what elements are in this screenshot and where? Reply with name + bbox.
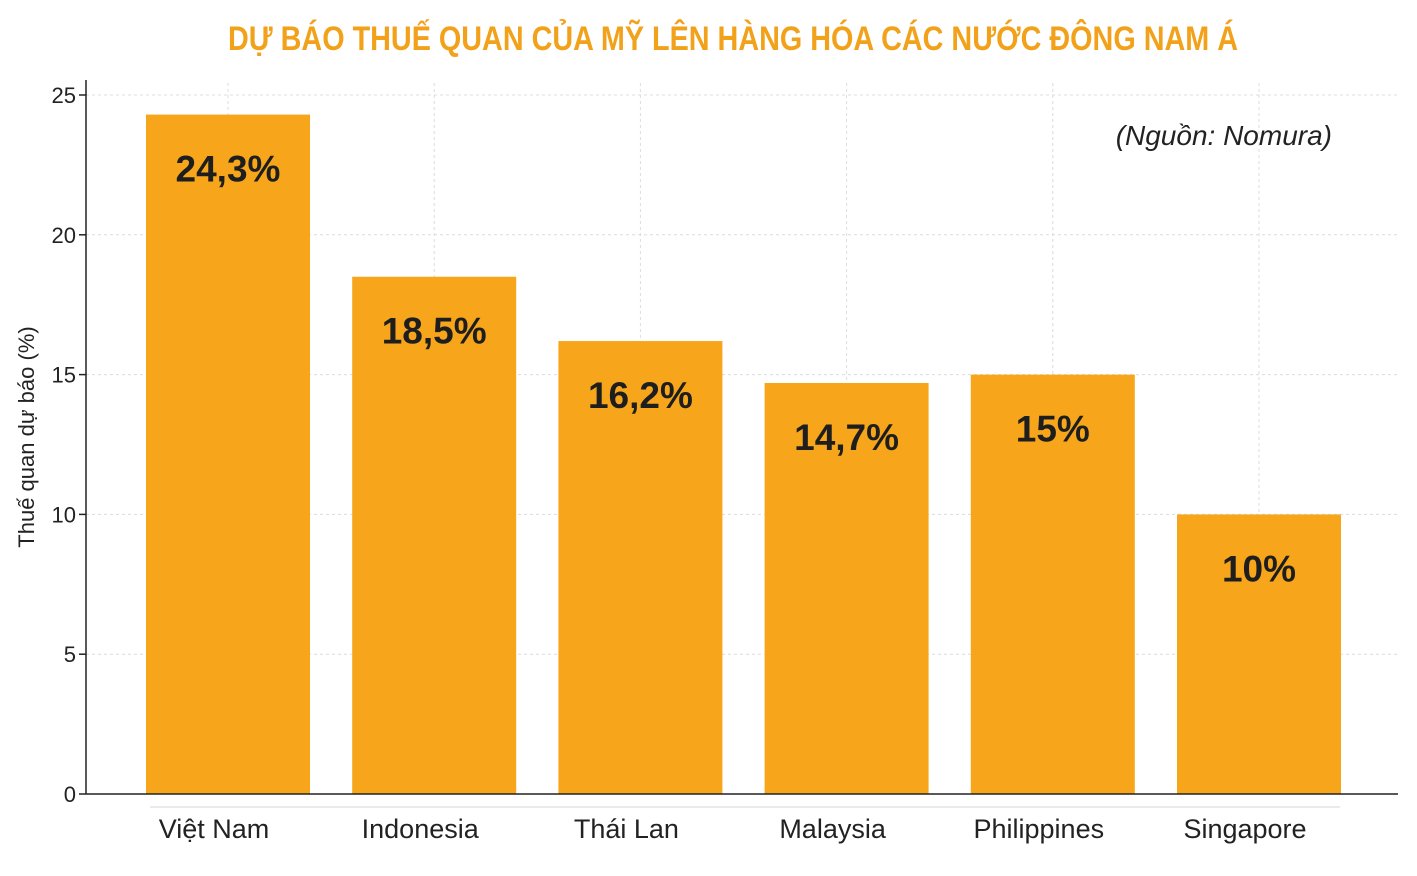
- y-axis-label: Thuế quan dự báo (%): [14, 326, 39, 547]
- bar: [146, 114, 310, 794]
- bar: [1177, 514, 1341, 794]
- x-tick-label: Thái Lan: [574, 814, 679, 844]
- bar-value-label: 15%: [1016, 409, 1090, 450]
- y-tick-label: 10: [52, 502, 76, 527]
- bar: [558, 341, 723, 794]
- bar: [352, 276, 517, 794]
- x-tick-label: Việt Nam: [159, 814, 270, 844]
- bar-value-label: 24,3%: [176, 149, 281, 190]
- x-tick-label: Malaysia: [779, 814, 887, 844]
- y-tick-label: 0: [64, 782, 76, 807]
- data-labels: 24,3% 18,5% 16,2% 14,7% 15% 10%: [176, 149, 1296, 590]
- chart-title: DỰ BÁO THUẾ QUAN CỦA MỸ LÊN HÀNG HÓA CÁC…: [228, 19, 1238, 58]
- y-tick-label: 5: [64, 642, 76, 667]
- axes: 0 5 10 15 20 25 Việt Nam Indonesia Thái Lan Malay…: [52, 80, 1398, 844]
- x-tick-label: Indonesia: [362, 814, 480, 844]
- bar-value-label: 18,5%: [382, 311, 487, 352]
- bar-value-label: 14,7%: [794, 417, 899, 458]
- bar: [764, 382, 929, 794]
- x-tick-label: Philippines: [974, 814, 1105, 844]
- bar-value-label: 10%: [1222, 548, 1296, 589]
- y-tick-label: 20: [52, 223, 76, 248]
- bar: [970, 374, 1135, 794]
- bar-value-label: 16,2%: [588, 375, 693, 416]
- y-tick-label: 25: [52, 83, 76, 108]
- chart-source: (Nguồn: Nomura): [1116, 120, 1332, 151]
- bars: [146, 114, 1341, 794]
- y-tick-label: 15: [52, 363, 76, 388]
- x-tick-label: Singapore: [1183, 814, 1306, 844]
